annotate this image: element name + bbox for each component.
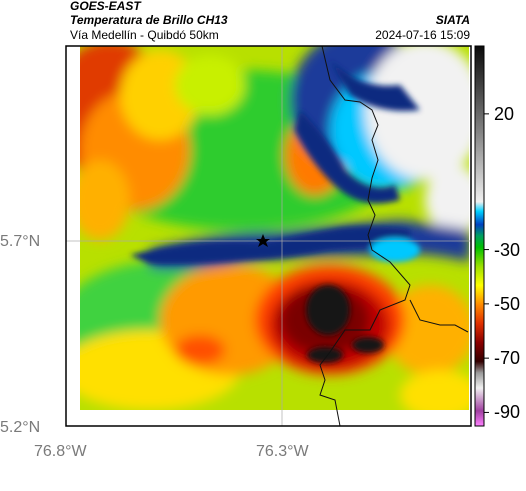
lon-tick-label: 76.8°W [34, 443, 87, 460]
lat-tick-label: 5.2°N [0, 419, 41, 436]
colorbar-tick-label: -90 [494, 402, 521, 423]
colorbar-tick-label: -50 [494, 293, 521, 314]
satellite-title: GOES-EAST [70, 0, 141, 13]
border-line [319, 45, 411, 427]
border-line-east [409, 299, 469, 333]
timestamp: 2024-07-16 15:09 [375, 28, 470, 42]
route-subtitle: Vía Medellín - Quibdó 50km [70, 28, 219, 42]
product-title: Temperatura de Brillo CH13 [70, 13, 228, 27]
temperature-field [80, 46, 469, 410]
colorbar-tick-label: -30 [494, 239, 521, 260]
colorbar [474, 45, 485, 427]
map-frame [65, 45, 472, 427]
colorbar-tick-label: -70 [494, 348, 521, 369]
colorbar-ticks [484, 113, 489, 413]
lon-tick-label: 76.3°W [256, 443, 309, 460]
organization-label: SIATA [435, 13, 470, 27]
lat-tick-label: 5.7°N [0, 233, 41, 250]
colorbar-tick-label: 20 [494, 103, 515, 124]
route-star-marker [256, 234, 270, 247]
